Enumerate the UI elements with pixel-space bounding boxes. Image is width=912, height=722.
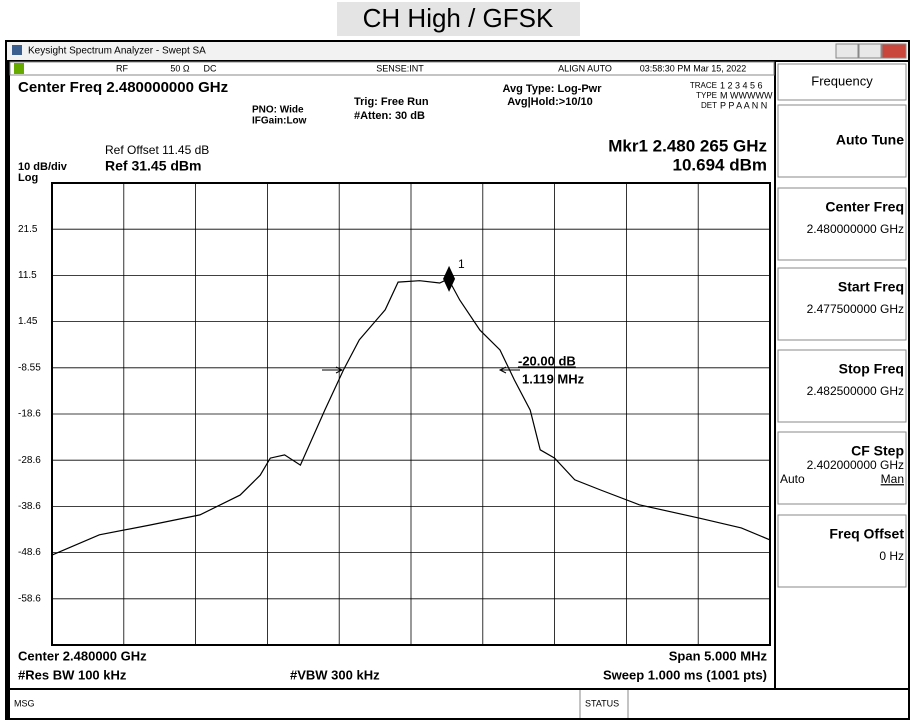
status-text: 50 Ω [170,63,190,73]
trace-row-value: P P A A N N [720,100,767,110]
softkey[interactable] [777,187,907,261]
softkey-header-label: Frequency [811,73,873,88]
softkey-header [777,63,907,101]
msg: MSG [14,698,35,708]
softkey-label: Auto Tune [836,132,904,148]
ifgain: IFGain:Low [252,116,307,127]
pno: PNO: Wide [252,105,304,116]
avg-hold: Avg|Hold:>10/10 [507,96,593,108]
y-tick-label: 1.45 [18,316,38,327]
marker [443,265,456,292]
lxi-icon [14,63,24,74]
softkey-value: 2.402000000 GHz [807,458,904,472]
vbw: #VBW 300 kHz [290,667,380,682]
softkey-value: 2.480000000 GHz [807,222,904,236]
y-tick-label: -18.6 [18,409,41,420]
softkey[interactable] [777,514,907,588]
softkey-value: 0 Hz [879,549,904,563]
trace-row-label: DET [701,101,717,110]
rbw: #Res BW 100 kHz [18,667,127,682]
avg-type: Avg Type: Log-Pwr [503,83,603,95]
y-tick-label: 21.5 [18,224,38,235]
log-label: Log [18,172,38,184]
app-icon [12,45,22,55]
y-tick-label: -48.6 [18,547,41,558]
trace [51,278,771,556]
softkey-value: 2.482500000 GHz [807,384,904,398]
softkey-label: Freq Offset [829,526,904,542]
marker-level: 10.694 dBm [673,155,768,174]
trace-row-label: TRACE [690,81,717,90]
softkey-option: Man [881,472,904,486]
status-row [9,61,775,76]
status-text: RF [116,63,128,73]
softkey[interactable] [777,267,907,341]
page-title: CH High / GFSK [363,3,554,33]
minimize-button[interactable] [835,43,859,59]
title-box [337,2,580,36]
marker-frequency: Mkr1 2.480 265 GHz [608,136,767,155]
trig: Trig: Free Run [354,96,429,108]
annotation: 1.119 MHz [522,371,585,386]
status-text: SENSE:INT [376,63,424,73]
annotation: -20.00 dB [518,353,576,368]
trace-row-label: TYPE [696,91,717,100]
span: Span 5.000 MHz [669,648,768,663]
y-tick-label: -58.6 [18,593,41,604]
status-text: ALIGN AUTO [558,63,612,73]
softkey-label: Center Freq [825,199,904,215]
softkey-value: 2.477500000 GHz [807,302,904,316]
close-button[interactable] [881,43,907,59]
ndb-arrow-right [498,366,520,374]
ref-offset: Ref Offset 11.45 dB [105,143,209,157]
scale: 10 dB/div [18,161,68,173]
softkey-label: Start Freq [838,279,904,295]
maximize-button[interactable] [858,43,882,59]
y-tick-label: -38.6 [18,501,41,512]
ndb-arrow-left [322,366,344,374]
message-bar [10,690,908,718]
status-text: DC [204,63,217,73]
y-tick-label: 11.5 [18,270,37,281]
softkey-option: Auto [780,472,805,486]
window-titlebar [7,42,908,60]
center-freq: Center Freq 2.480000000 GHz [18,79,228,96]
atten: #Atten: 30 dB [354,110,425,122]
softkey[interactable] [777,431,907,505]
softkey[interactable] [777,349,907,423]
trace-row-value: 1 2 3 4 5 6 [720,80,763,90]
softkey-label: Stop Freq [839,361,904,377]
y-tick-label: -28.6 [18,455,41,466]
ref-level: Ref 31.45 dBm [105,158,201,174]
trace-row-value: M WWWWW [720,90,773,100]
softkey-label: CF Step [851,443,904,459]
center: Center 2.480000 GHz [18,648,147,663]
y-tick-label: -8.55 [18,362,41,373]
sweep: Sweep 1.000 ms (1001 pts) [603,667,767,682]
status-text: 03:58:30 PM Mar 15, 2022 [640,63,747,73]
softkey[interactable] [777,104,907,178]
marker-label: 1 [458,257,465,271]
window-title: Keysight Spectrum Analyzer - Swept SA [28,46,206,57]
status: STATUS [585,698,619,708]
